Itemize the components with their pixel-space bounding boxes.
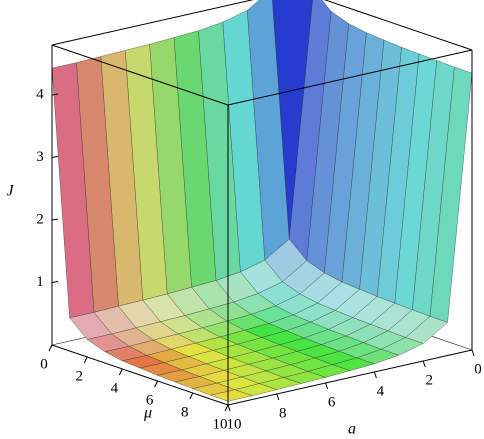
y-tick: [118, 368, 123, 376]
x-tick: [325, 382, 329, 390]
x-tick-label: 10: [227, 416, 242, 432]
y-tick-label: 2: [75, 368, 83, 384]
x-tick: [227, 404, 231, 412]
y-tick-label: 6: [146, 392, 154, 408]
y-axis-label: μ: [143, 405, 152, 422]
z-tick: [51, 218, 59, 221]
y-tick: [48, 344, 53, 352]
y-tick-label: 0: [40, 356, 48, 372]
z-tick: [51, 93, 59, 96]
x-tick-label: 4: [377, 383, 385, 399]
x-axis-label: a: [348, 421, 356, 438]
x-tick: [422, 360, 426, 368]
z-axis-label: J: [6, 183, 14, 200]
z-tick-label: 4: [36, 86, 44, 102]
z-tick: [51, 156, 59, 158]
y-tick-label: 10: [213, 416, 228, 432]
y-tick-label: 4: [111, 380, 119, 396]
box-edge: [51, 344, 229, 406]
x-tick-label: 0: [474, 361, 482, 377]
x-tick: [471, 349, 475, 357]
y-tick: [189, 392, 194, 400]
z-tick-label: 2: [36, 211, 44, 227]
x-tick-label: 2: [425, 372, 433, 388]
y-tick: [224, 404, 229, 412]
y-tick: [154, 380, 159, 388]
x-tick: [373, 371, 377, 379]
z-tick-label: 3: [36, 149, 44, 165]
z-tick-label: 1: [36, 274, 44, 290]
y-tick-label: 8: [181, 404, 189, 420]
box-edge: [323, 0, 473, 51]
x-tick-label: 8: [279, 405, 287, 421]
z-tick: [51, 281, 59, 283]
x-tick-label: 6: [328, 394, 336, 410]
box-edge: [227, 349, 473, 406]
box-edge: [51, 0, 254, 46]
y-tick: [83, 356, 88, 364]
x-tick: [276, 393, 280, 401]
box-edge: [227, 49, 473, 106]
box-edge: [51, 44, 229, 106]
